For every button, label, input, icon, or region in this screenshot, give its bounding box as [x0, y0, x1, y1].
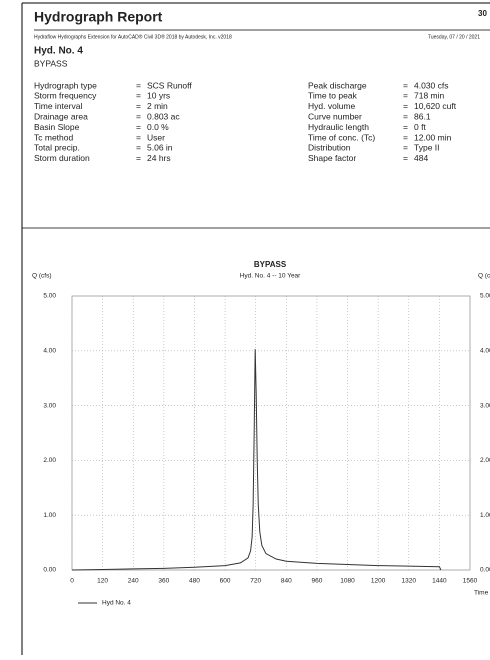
- param-label: Curve number: [308, 111, 362, 121]
- param-label: Tc method: [34, 132, 73, 142]
- chart-subtitle: Hyd. No. 4 -- 10 Year: [240, 273, 302, 280]
- chart-title: BYPASS: [254, 260, 287, 269]
- param-label: Hyd. volume: [308, 101, 356, 111]
- page-number: 30: [478, 9, 487, 18]
- software-line: Hydraflow Hydrographs Extension for Auto…: [34, 33, 232, 40]
- param-value: 2 min: [147, 101, 168, 111]
- param-separator: =: [136, 111, 141, 121]
- param-separator: =: [136, 122, 141, 132]
- param-label: Distribution: [308, 143, 351, 153]
- x-axis-label: Time (min): [474, 590, 490, 597]
- x-tick-label: 120: [97, 578, 108, 585]
- param-label: Storm frequency: [34, 91, 97, 101]
- y2-tick-label: 3.00: [480, 402, 490, 409]
- param-separator: =: [403, 80, 408, 90]
- hyd-number: Hyd. No. 4: [34, 46, 83, 57]
- y-tick-label: 0.00: [43, 567, 56, 574]
- hydrograph-line: [71, 349, 442, 571]
- x-tick-label: 720: [250, 578, 261, 585]
- x-tick-label: 240: [128, 578, 139, 585]
- param-value: Type II: [414, 143, 440, 153]
- param-separator: =: [136, 101, 141, 111]
- param-separator: =: [403, 91, 408, 101]
- y2-tick-label: 0.00: [480, 567, 490, 574]
- param-separator: =: [403, 111, 408, 121]
- y-tick-label: 4.00: [43, 348, 56, 355]
- hyd-name: BYPASS: [34, 58, 68, 68]
- param-separator: =: [403, 101, 408, 111]
- y-axis-label: Q (cfs): [32, 273, 52, 280]
- param-label: Time to peak: [308, 91, 358, 101]
- x-tick-label: 600: [220, 578, 231, 585]
- y2-tick-label: 2.00: [480, 457, 490, 464]
- param-label: Basin Slope: [34, 122, 80, 132]
- param-value: 86.1: [414, 111, 431, 121]
- x-tick-label: 0: [70, 578, 74, 585]
- param-value: 0.0 %: [147, 122, 169, 132]
- param-label: Drainage area: [34, 111, 88, 121]
- param-label: Time interval: [34, 101, 82, 111]
- x-tick-label: 1560: [463, 578, 478, 585]
- param-separator: =: [136, 153, 141, 163]
- legend-label: Hyd No. 4: [102, 600, 131, 607]
- y2-tick-label: 4.00: [480, 348, 490, 355]
- x-tick-label: 1080: [340, 578, 355, 585]
- y-tick-label: 3.00: [43, 402, 56, 409]
- param-separator: =: [136, 91, 141, 101]
- param-label: Hydraulic length: [308, 122, 369, 132]
- x-tick-label: 480: [189, 578, 200, 585]
- param-value: 718 min: [414, 91, 445, 101]
- param-value: 24 hrs: [147, 153, 171, 163]
- param-label: Storm duration: [34, 153, 90, 163]
- param-separator: =: [136, 80, 141, 90]
- param-value: 0 ft: [414, 122, 426, 132]
- param-value: 5.06 in: [147, 143, 173, 153]
- param-separator: =: [403, 132, 408, 142]
- param-label: Total precip.: [34, 143, 80, 153]
- x-tick-label: 360: [158, 578, 169, 585]
- y-tick-label: 1.00: [43, 512, 56, 519]
- y-tick-label: 2.00: [43, 457, 56, 464]
- y2-tick-label: 1.00: [480, 512, 490, 519]
- param-separator: =: [403, 122, 408, 132]
- y-tick-label: 5.00: [43, 293, 56, 300]
- x-tick-label: 1440: [432, 578, 447, 585]
- param-separator: =: [136, 132, 141, 142]
- param-separator: =: [403, 143, 408, 153]
- param-label: Time of conc. (Tc): [308, 132, 375, 142]
- param-value: 10,620 cuft: [414, 101, 457, 111]
- param-separator: =: [136, 143, 141, 153]
- param-separator: =: [403, 153, 408, 163]
- param-value: User: [147, 132, 165, 142]
- param-label: Hydrograph type: [34, 80, 97, 90]
- param-value: 0.803 ac: [147, 111, 180, 121]
- x-tick-label: 1320: [402, 578, 417, 585]
- x-tick-label: 1200: [371, 578, 386, 585]
- y2-axis-label: Q (cfs): [478, 273, 490, 280]
- param-value: 12.00 min: [414, 132, 452, 142]
- param-label: Shape factor: [308, 153, 356, 163]
- report-date: Tuesday, 07 / 20 / 2021: [428, 34, 480, 40]
- param-value: 484: [414, 153, 428, 163]
- x-tick-label: 960: [311, 578, 322, 585]
- x-tick-label: 840: [281, 578, 292, 585]
- param-value: 4.030 cfs: [414, 80, 449, 90]
- y2-tick-label: 5.00: [480, 293, 490, 300]
- param-label: Peak discharge: [308, 80, 367, 90]
- plot-frame: [71, 295, 471, 571]
- param-value: SCS Runoff: [147, 80, 192, 90]
- report-title: Hydrograph Report: [34, 9, 163, 25]
- param-value: 10 yrs: [147, 91, 170, 101]
